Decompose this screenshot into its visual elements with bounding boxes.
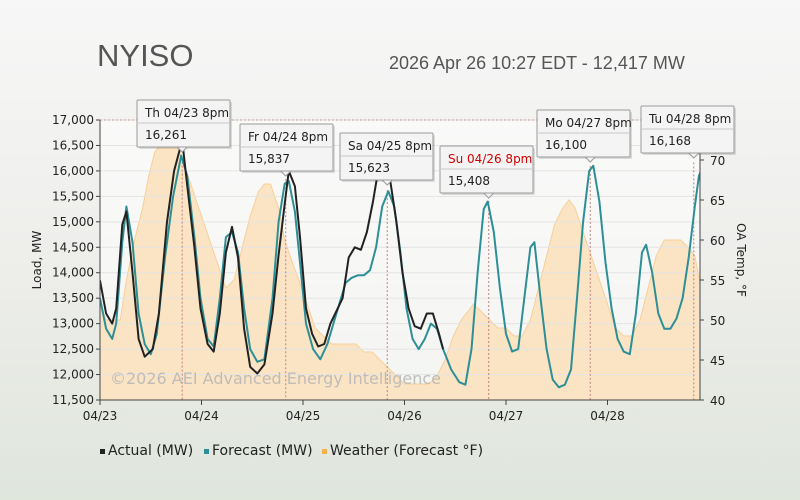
y2-tick-label: 45	[710, 354, 725, 368]
callout-value: 16,168	[649, 134, 691, 148]
peak-callout: Fr 04/24 8pm 15,837	[239, 123, 335, 177]
watermark-text: ©2026 AEI Advanced Energy Intelligence	[110, 369, 441, 388]
peak-callout: Sa 04/25 8pm 15,623	[339, 132, 435, 186]
weather-swatch-icon	[322, 448, 327, 454]
legend-item-forecast[interactable]: Forecast (MW)	[204, 443, 313, 459]
y-tick-label: 16,000	[52, 164, 94, 178]
y-tick-label: 13,500	[52, 291, 94, 305]
callout-label: Tu 04/28 8pm	[648, 112, 731, 126]
y-tick-label: 16,500	[52, 138, 94, 152]
y-tick-label: 12,000	[52, 368, 94, 382]
peak-callouts: Th 04/23 8pm 16,261 Fr 04/24 8pm 15,837 Sa 0…	[136, 99, 736, 199]
peak-callout: Tu 04/28 8pm 16,168	[640, 105, 736, 159]
callout-value: 15,623	[348, 161, 390, 175]
callout-value: 16,261	[145, 128, 187, 142]
y-tick-label: 15,000	[52, 215, 94, 229]
forecast-swatch-icon	[204, 448, 209, 454]
y2-tick-label: 65	[710, 194, 725, 208]
x-tick-label: 04/27	[489, 409, 524, 423]
y2-tick-label: 40	[710, 394, 725, 408]
callout-pointer	[279, 170, 292, 177]
current-load-status: 2026 Apr 26 10:27 EDT - 12,417 MW	[389, 53, 685, 73]
legend-item-weather[interactable]: Weather (Forecast °F)	[322, 443, 483, 459]
y-tick-label: 15,500	[52, 189, 94, 203]
callout-label: Mo 04/27 8pm	[545, 116, 632, 130]
callout-pointer	[176, 146, 189, 153]
y2-tick-label: 50	[710, 314, 725, 328]
y2-tick-label: 60	[710, 234, 725, 248]
callout-label: Su 04/26 8pm	[448, 152, 532, 166]
legend-label: Forecast (MW)	[212, 443, 313, 459]
y-axis-label: Load, MW	[30, 231, 44, 290]
peak-callout: Th 04/23 8pm 16,261	[136, 99, 232, 153]
callout-label: Sa 04/25 8pm	[348, 139, 432, 153]
actual-swatch-icon	[100, 448, 105, 454]
legend-label: Weather (Forecast °F)	[330, 443, 484, 459]
callout-label: Th 04/23 8pm	[144, 106, 229, 120]
callout-value: 16,100	[545, 138, 587, 152]
x-tick-label: 04/24	[184, 409, 219, 423]
page-title: NYISO	[97, 38, 194, 73]
callout-value: 15,837	[248, 152, 290, 166]
weather-area	[100, 136, 700, 400]
y-tick-label: 13,000	[52, 317, 94, 331]
axes: 11,500 12,000 12,500 13,000 13,500 14,000 14,5…	[30, 113, 748, 423]
y2-axis-label: OA Temp, °F	[734, 223, 748, 297]
y-tick-label: 17,000	[52, 113, 94, 127]
x-tick-label: 04/28	[590, 409, 625, 423]
callout-pointer	[584, 156, 597, 163]
y2-tick-label: 70	[710, 154, 725, 168]
callout-pointer	[687, 152, 700, 159]
peak-guide-lines	[181, 157, 695, 400]
callout-pointer	[381, 179, 394, 186]
x-tick-label: 04/23	[83, 409, 118, 423]
peak-callout: Su 04/26 8pm 15,408	[439, 145, 535, 199]
callout-pointer	[482, 192, 495, 199]
y-tick-label: 11,500	[52, 393, 94, 407]
x-tick-label: 04/26	[387, 409, 422, 423]
callout-label: Fr 04/24 8pm	[248, 130, 328, 144]
legend-item-actual[interactable]: Actual (MW)	[100, 443, 193, 459]
legend-label: Actual (MW)	[108, 443, 194, 459]
peak-callout: Mo 04/27 8pm 16,100	[536, 109, 632, 163]
y-tick-label: 12,500	[52, 342, 94, 356]
y-tick-label: 14,500	[52, 240, 94, 254]
callout-value: 15,408	[448, 174, 490, 188]
y2-tick-label: 55	[710, 274, 725, 288]
x-tick-label: 04/25	[286, 409, 321, 423]
y-tick-label: 14,000	[52, 266, 94, 280]
